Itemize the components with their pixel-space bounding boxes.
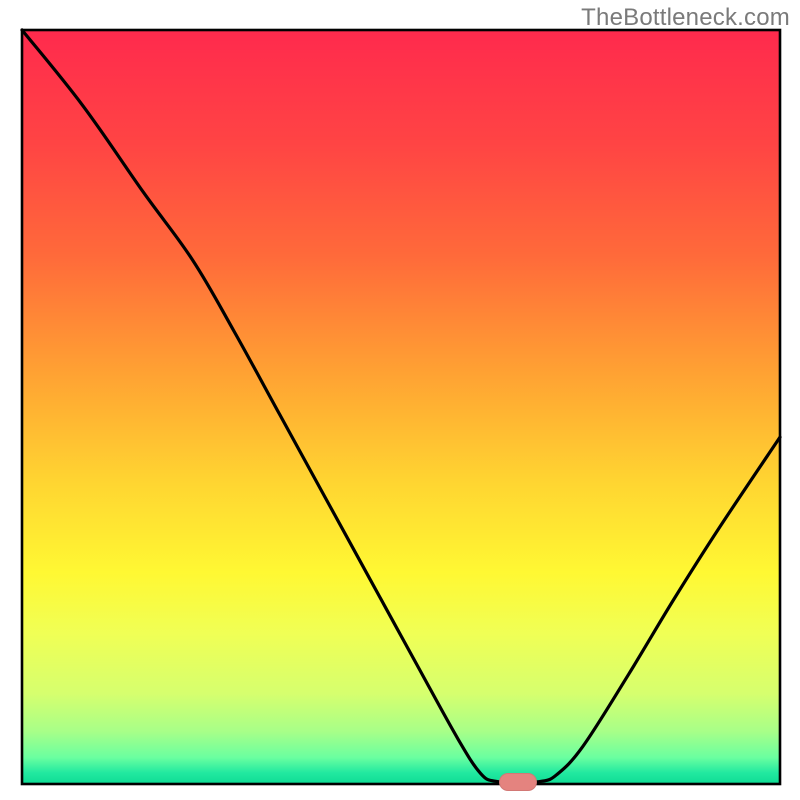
gradient-background xyxy=(22,30,780,784)
bottleneck-marker xyxy=(499,773,537,791)
watermark-text: TheBottleneck.com xyxy=(581,4,790,32)
